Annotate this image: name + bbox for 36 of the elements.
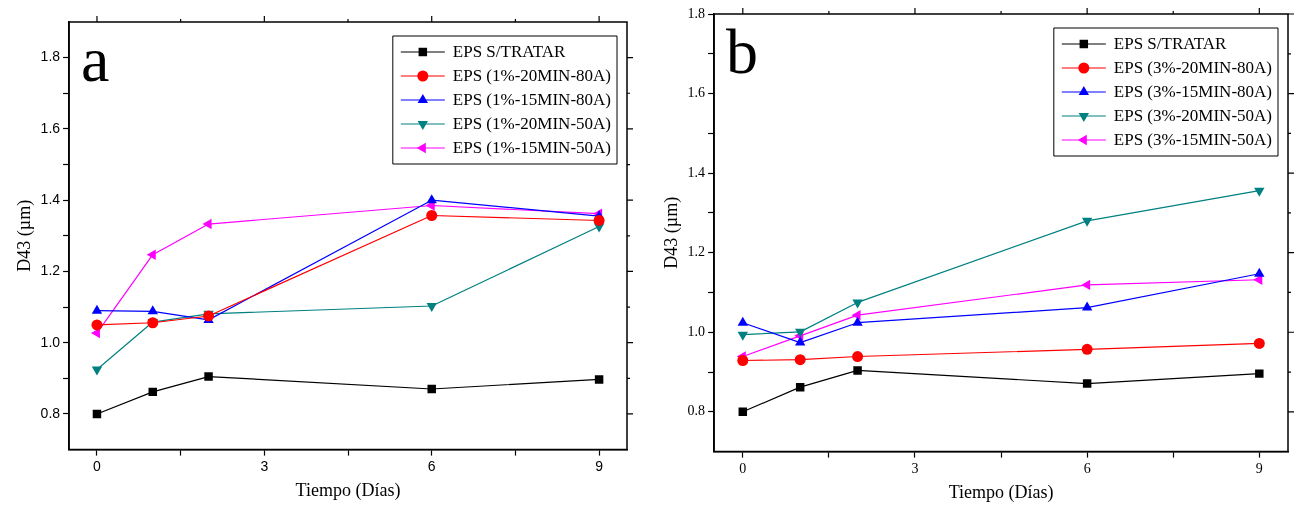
x-tick-label: 9 <box>595 457 604 474</box>
y-axis-title: D43 (µm) <box>13 199 35 272</box>
y-tick-label: 1.8 <box>40 48 61 65</box>
x-axis-title: Tiempo (Días) <box>948 481 1054 503</box>
annotation: b <box>726 15 759 87</box>
legend-label: EPS (1%-15MIN-50A) <box>452 138 612 158</box>
annotation: a <box>81 23 110 95</box>
legend-label: EPS (3%-15MIN-80A) <box>1113 82 1273 102</box>
legend-label: EPS (1%-15MIN-80A) <box>452 90 612 110</box>
x-tick-label: 0 <box>739 460 747 476</box>
legend-label: EPS (1%-20MIN-80A) <box>452 66 612 86</box>
y-tick-label: 0.8 <box>687 403 706 419</box>
y-tick-label: 1.4 <box>687 164 706 180</box>
x-tick-label: 9 <box>1255 460 1263 476</box>
y-tick-label: 1.6 <box>40 119 61 136</box>
legend-label: EPS S/TRATAR <box>1113 34 1227 54</box>
y-tick-label: 1.6 <box>687 85 706 101</box>
y-tick-label: 1.0 <box>40 333 61 350</box>
x-tick-label: 3 <box>911 460 919 476</box>
y-tick-label: 1.2 <box>687 244 706 260</box>
legend-label: EPS (1%-20MIN-50A) <box>452 114 612 134</box>
x-axis-title: Tiempo (Días) <box>295 479 401 501</box>
legend-label: EPS (3%-20MIN-50A) <box>1113 106 1273 126</box>
y-tick-label: 1.0 <box>687 323 706 339</box>
y-tick-label: 1.2 <box>40 262 61 279</box>
x-tick-label: 6 <box>427 457 436 474</box>
legend-label: EPS (3%-20MIN-80A) <box>1113 58 1273 78</box>
y-tick-label: 1.8 <box>687 5 706 21</box>
x-tick-label: 0 <box>93 457 102 474</box>
x-tick-label: 3 <box>260 457 269 474</box>
x-tick-label: 6 <box>1083 460 1091 476</box>
legend-label: EPS S/TRATAR <box>452 42 566 62</box>
y-tick-label: 0.8 <box>40 404 61 421</box>
y-axis-title: D43 (µm) <box>660 196 682 269</box>
legend-label: EPS (3%-15MIN-50A) <box>1113 130 1273 150</box>
y-tick-label: 1.4 <box>40 191 61 208</box>
